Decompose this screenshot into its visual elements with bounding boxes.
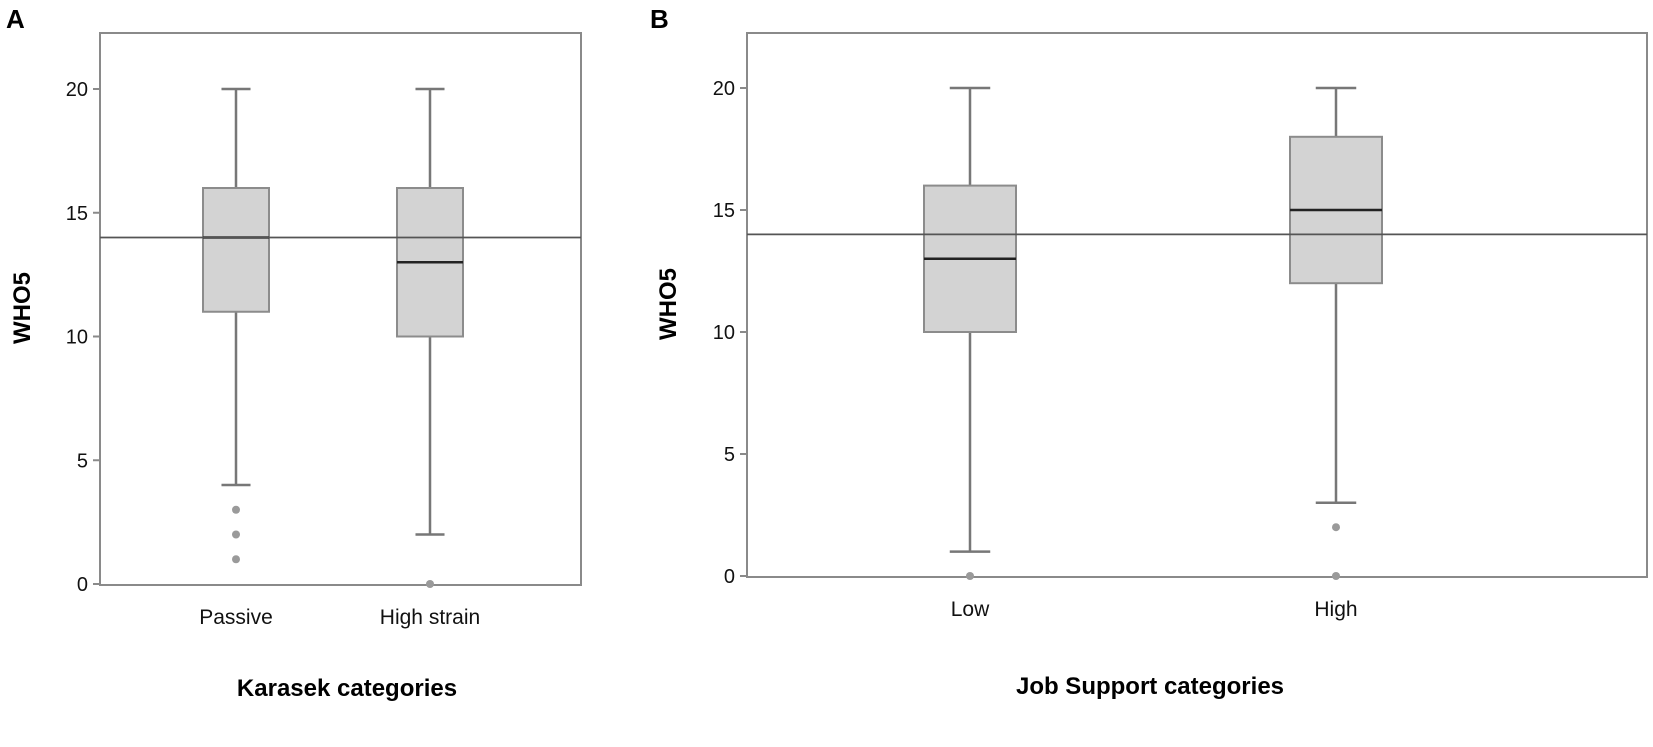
plot-area-a: 0 5 10 15 20 Passive High strain xyxy=(66,79,581,629)
y-tick-label-a: 5 xyxy=(77,450,88,472)
y-axis-label-a: WHO5 xyxy=(9,272,36,344)
x-axis-label-a: Karasek categories xyxy=(237,675,457,702)
outlier-point xyxy=(232,555,240,564)
category-label: High strain xyxy=(380,606,480,629)
y-tick-label-b: 5 xyxy=(724,444,735,466)
x-axis-label-b: Job Support categories xyxy=(1016,673,1284,700)
outlier-point xyxy=(426,580,434,588)
box-iqr xyxy=(202,187,270,313)
category-label: Low xyxy=(951,598,990,621)
outlier-point xyxy=(232,505,240,514)
outlier-point xyxy=(232,530,240,539)
outlier-point xyxy=(1332,572,1340,580)
y-tick-label-a: 10 xyxy=(66,327,88,349)
category-label: High xyxy=(1314,598,1357,621)
y-tick-label-b: 15 xyxy=(713,200,735,222)
panel-b: B 0 5 10 15 20 Low High Job Support categories… xyxy=(650,4,1648,700)
y-axis-label-b: WHO5 xyxy=(655,268,682,340)
y-tick-label-b: 0 xyxy=(724,566,735,588)
panel-letter-b: B xyxy=(650,4,669,34)
y-tick-label-b: 20 xyxy=(713,78,735,100)
y-tick-label-a: 15 xyxy=(66,203,88,225)
category-label: Passive xyxy=(199,606,273,629)
plot-frame-b xyxy=(746,32,1648,578)
panel-a: A 0 5 10 15 20 Passive High strain Karasek cat… xyxy=(6,4,582,702)
outlier-point xyxy=(1332,523,1340,532)
outlier-point xyxy=(966,572,974,580)
y-tick-label-a: 20 xyxy=(66,79,88,101)
panel-letter-a: A xyxy=(6,4,25,34)
y-tick-label-a: 0 xyxy=(77,574,88,596)
plot-area-b: 0 5 10 15 20 Low High xyxy=(713,78,1647,621)
y-tick-label-b: 10 xyxy=(713,322,735,344)
plot-frame-a xyxy=(99,32,582,586)
